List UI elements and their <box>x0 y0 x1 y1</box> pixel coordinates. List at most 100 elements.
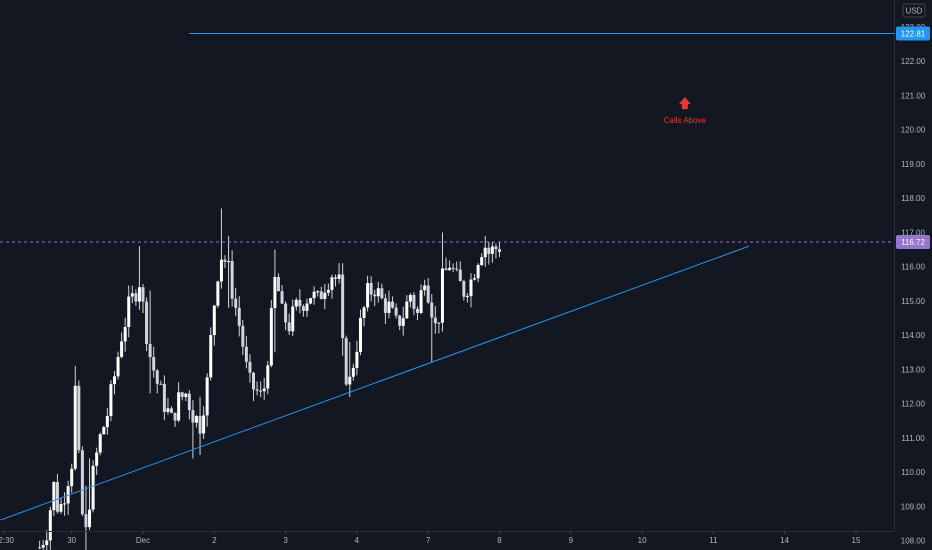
candle-body <box>405 301 409 319</box>
candle-body <box>137 287 141 302</box>
candle-body <box>380 288 384 299</box>
candle-body <box>362 307 366 318</box>
candle-body <box>170 408 174 413</box>
candle-body <box>187 393 191 411</box>
candle-body <box>383 298 387 313</box>
y-tick-label: 112.00 <box>901 400 925 409</box>
y-tick-label: 122.00 <box>901 57 926 66</box>
candle-body <box>323 292 327 299</box>
candle-body <box>105 416 109 428</box>
candle-body <box>127 296 131 327</box>
ascending-trendline[interactable] <box>0 245 750 521</box>
candle-body <box>191 410 195 423</box>
x-tick-label: 30 <box>67 536 76 545</box>
candle-body <box>291 306 295 332</box>
candle-body <box>433 317 437 324</box>
candle-body <box>341 274 345 339</box>
candle-body <box>234 298 238 308</box>
candle-body <box>440 268 444 323</box>
time-axis[interactable]: 12:30 30 Dec 2 3 4 7 8 9 10 11 14 15 <box>0 531 861 545</box>
y-tick-label: 117.00 <box>901 228 925 237</box>
candle-body <box>230 261 234 299</box>
y-tick-label: 111.00 <box>901 434 925 443</box>
y-tick-label: 114.00 <box>901 331 925 340</box>
candle-body <box>444 268 448 271</box>
candle-body <box>305 303 309 311</box>
x-tick-label: 11 <box>709 536 718 545</box>
candle-body <box>309 298 313 304</box>
x-tick-label: 14 <box>780 536 789 545</box>
candle-body <box>244 346 248 362</box>
candle-body <box>276 276 280 292</box>
x-tick-label: 9 <box>569 536 574 545</box>
x-tick-label: 10 <box>638 536 647 545</box>
candle-body <box>63 503 67 505</box>
candle-body <box>120 341 124 357</box>
candle-body <box>330 277 334 290</box>
candle-body <box>141 287 145 302</box>
x-tick-label: 8 <box>497 536 502 545</box>
x-tick-label: 2 <box>212 536 217 545</box>
candle-body <box>358 317 362 352</box>
candle-body <box>437 322 441 324</box>
candle-body <box>55 482 59 512</box>
currency-text: USD <box>906 7 923 16</box>
x-tick-label: 15 <box>852 536 861 545</box>
candle-body <box>95 452 99 466</box>
candle-body <box>266 365 270 389</box>
currency-label[interactable]: USD <box>902 3 926 18</box>
x-tick-label: 7 <box>426 536 431 545</box>
candle-body <box>430 302 434 318</box>
last-price-tag-label: 116.72 <box>901 238 925 247</box>
candle-body <box>373 294 377 297</box>
candle-body <box>134 293 138 302</box>
y-tick-label: 113.00 <box>901 365 925 374</box>
candle-body <box>180 392 184 397</box>
resistance-price-tag <box>896 26 930 41</box>
candle-body <box>194 416 198 423</box>
candle-body <box>205 377 209 416</box>
up-arrow-icon <box>678 97 691 110</box>
candle-body <box>252 372 256 390</box>
price-tags: 122.81 116.72 <box>896 26 930 250</box>
candle-body <box>219 259 223 282</box>
candle-body <box>451 267 455 269</box>
annotation-label: Calls Above <box>664 116 707 125</box>
candle-body <box>198 416 202 434</box>
candle-body <box>38 547 42 549</box>
candle-body <box>376 288 380 297</box>
candle-body <box>80 450 84 515</box>
candle-body <box>319 291 323 299</box>
candle-body <box>401 318 405 326</box>
price-axis[interactable]: 108.00 109.00 110.00 111.00 112.00 113.00 114.… <box>901 23 926 546</box>
candle-body <box>458 269 462 282</box>
candle-body <box>116 356 120 377</box>
candle-body <box>162 383 166 412</box>
candle-body <box>223 259 227 262</box>
candle-body <box>476 264 480 279</box>
candle-body <box>91 465 95 510</box>
candle-body <box>351 367 355 377</box>
candle-body <box>483 247 487 258</box>
candle-body <box>159 383 163 385</box>
candle-body <box>408 294 412 302</box>
candle-body <box>366 283 370 308</box>
candle-body <box>248 361 252 373</box>
candle-body <box>212 305 216 336</box>
candle-body <box>73 385 77 469</box>
calls-above-annotation[interactable]: Calls Above <box>664 97 707 125</box>
candle-body <box>337 274 341 279</box>
y-tick-label: 120.00 <box>901 126 926 135</box>
candle-body <box>269 307 273 366</box>
y-tick-label: 119.00 <box>901 160 925 169</box>
candle-body <box>487 247 491 254</box>
candle-body <box>145 301 149 344</box>
candle-body <box>369 283 373 295</box>
last-price-tag <box>896 235 930 250</box>
candle-body <box>312 291 316 299</box>
candle-body <box>334 277 338 279</box>
y-tick-label: 109.00 <box>901 502 926 511</box>
candle-body <box>287 322 291 332</box>
candle-body <box>419 290 423 313</box>
